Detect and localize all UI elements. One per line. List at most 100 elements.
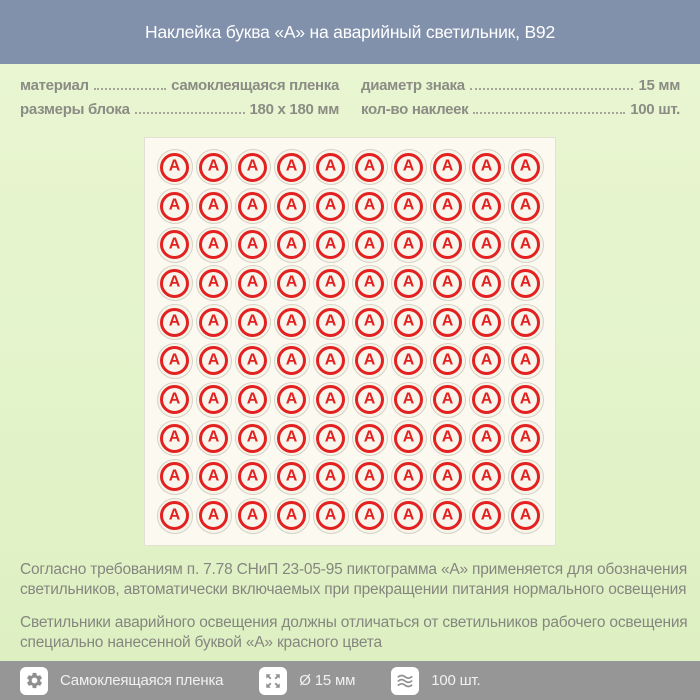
sticker-red-ring: А [355, 307, 384, 337]
sticker-letter-a: А [195, 420, 232, 457]
sticker-letter-a: А [156, 381, 193, 418]
sticker-letter-a: А [507, 381, 544, 418]
sticker-red-ring: А [316, 423, 345, 453]
sticker-letter-a: А [195, 226, 232, 263]
dotted-leader [134, 112, 245, 114]
sticker-letter: А [168, 467, 181, 485]
sticker-letter: А [324, 157, 337, 175]
sticker-red-ring: А [238, 268, 267, 298]
sticker-letter: А [441, 157, 454, 175]
sticker-red-ring: А [433, 152, 462, 182]
sticker-letter-a: А [195, 149, 232, 186]
sticker-letter-a: А [156, 226, 193, 263]
sticker-letter-a: А [390, 188, 427, 225]
sticker-letter-a: А [507, 149, 544, 186]
sticker-letter-a: А [234, 497, 271, 534]
sticker-letter: А [324, 273, 337, 291]
sticker-letter-a: А [351, 497, 388, 534]
sticker-letter: А [441, 273, 454, 291]
sticker-letter: А [519, 390, 532, 408]
layers-icon [391, 666, 420, 695]
sticker-letter-a: А [273, 149, 310, 186]
sticker-letter-a: А [507, 342, 544, 379]
sticker-letter: А [324, 196, 337, 214]
sticker-letter-a: А [195, 381, 232, 418]
sticker-red-ring: А [511, 462, 540, 492]
sticker-letter: А [480, 157, 493, 175]
sticker-letter: А [246, 235, 259, 253]
footer-item-quantity: 100 шт. [391, 666, 481, 695]
sticker-letter: А [519, 235, 532, 253]
page-title: Наклейка буква «А» на аварийный светильн… [145, 21, 555, 42]
sticker-letter: А [363, 467, 376, 485]
sticker-letter: А [246, 390, 259, 408]
sticker-letter-a: А [429, 226, 466, 263]
sticker-letter-a: А [507, 188, 544, 225]
sticker-letter: А [285, 467, 298, 485]
sticker-red-ring: А [472, 191, 501, 221]
sticker-letter: А [480, 428, 493, 446]
sticker-letter: А [480, 235, 493, 253]
sticker-letter: А [363, 196, 376, 214]
spec-label: материал [20, 77, 89, 94]
sticker-letter: А [168, 273, 181, 291]
sticker-letter-a: А [351, 381, 388, 418]
sticker-red-ring: А [238, 307, 267, 337]
header-bar: Наклейка буква «А» на аварийный светильн… [0, 0, 700, 64]
sticker-letter: А [519, 196, 532, 214]
sticker-letter: А [168, 196, 181, 214]
sticker-red-ring: А [277, 152, 306, 182]
sticker-letter-a: А [312, 342, 349, 379]
sticker-letter-a: А [273, 304, 310, 341]
sticker-letter: А [402, 351, 415, 369]
sticker-letter: А [519, 157, 532, 175]
sticker-red-ring: А [355, 268, 384, 298]
sticker-letter: А [285, 157, 298, 175]
sticker-red-ring: А [199, 346, 228, 376]
spec-row-material: материал самоклеящаяся пленка [20, 77, 339, 94]
sticker-letter-a: А [429, 304, 466, 341]
sticker-letter-a: А [468, 420, 505, 457]
sticker-letter-a: А [273, 497, 310, 534]
sticker-red-ring: А [394, 501, 423, 531]
sticker-letter-a: А [234, 381, 271, 418]
sticker-red-ring: А [355, 462, 384, 492]
spec-row-sign-diameter: диаметр знака 15 мм [361, 77, 680, 94]
sticker-red-ring: А [511, 423, 540, 453]
sticker-letter-a: А [390, 226, 427, 263]
sticker-letter-a: А [312, 149, 349, 186]
sticker-red-ring: А [433, 346, 462, 376]
sticker-letter: А [363, 428, 376, 446]
sticker-red-ring: А [433, 268, 462, 298]
sticker-letter-a: А [273, 420, 310, 457]
sticker-red-ring: А [160, 307, 189, 337]
sticker-red-ring: А [511, 152, 540, 182]
sticker-letter-a: А [429, 188, 466, 225]
sticker-letter: А [207, 506, 220, 524]
sticker-red-ring: А [277, 230, 306, 260]
sticker-letter-a: А [429, 265, 466, 302]
sticker-letter: А [285, 312, 298, 330]
spec-label: размеры блока [20, 101, 130, 118]
sticker-letter-a: А [507, 497, 544, 534]
sticker-red-ring: А [472, 230, 501, 260]
description-text: Согласно требованиям п. 7.78 СНиП 23-05-… [20, 560, 688, 667]
sticker-letter: А [519, 351, 532, 369]
dotted-leader [469, 88, 634, 90]
sticker-red-ring: А [472, 423, 501, 453]
footer-label-quantity: 100 шт. [431, 672, 481, 689]
sticker-red-ring: А [472, 307, 501, 337]
sticker-letter-a: А [390, 265, 427, 302]
sticker-red-ring: А [433, 385, 462, 415]
sticker-letter: А [402, 467, 415, 485]
sticker-letter: А [168, 506, 181, 524]
sticker-letter-a: А [507, 458, 544, 495]
sticker-red-ring: А [316, 268, 345, 298]
sticker-red-ring: А [160, 501, 189, 531]
sticker-red-ring: А [394, 307, 423, 337]
sticker-letter-a: А [195, 265, 232, 302]
expand-arrows-icon [259, 666, 288, 695]
sticker-letter: А [207, 312, 220, 330]
sticker-letter: А [324, 467, 337, 485]
sticker-red-ring: А [199, 385, 228, 415]
